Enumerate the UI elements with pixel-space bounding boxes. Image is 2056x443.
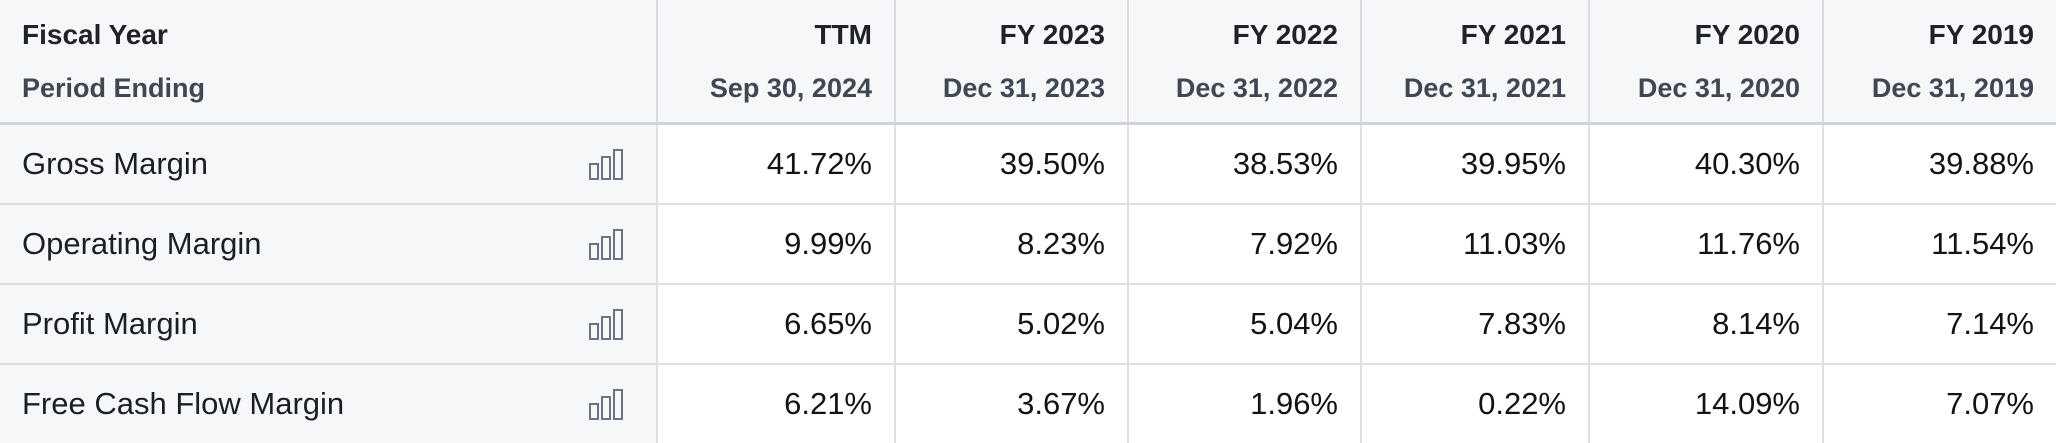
column-date: Dec 31, 2023: [942, 72, 1105, 103]
bar-chart-icon[interactable]: [588, 228, 624, 260]
value-cell: 1.96%: [1128, 364, 1362, 443]
table-row-profit-margin: Profit Margin 6.65% 5.02% 5.04% 7.83% 8.…: [0, 284, 2056, 365]
value-cell: 38.53%: [1128, 123, 1362, 205]
value-cell: 11.76%: [1589, 204, 1824, 285]
value-cell: 14.09%: [1589, 364, 1824, 443]
row-label: Profit Margin: [22, 306, 198, 341]
column-period: FY 2021: [1460, 18, 1566, 50]
column-header-fy2019: FY 2019 Dec 31, 2019: [1823, 0, 2056, 125]
bar-chart-icon[interactable]: [588, 308, 624, 340]
period-ending-label: Period Ending: [22, 72, 206, 103]
value-cell: 7.92%: [1128, 204, 1362, 285]
row-label: Free Cash Flow Margin: [22, 386, 345, 421]
value-cell: 6.65%: [657, 284, 896, 365]
column-date: Dec 31, 2019: [1871, 72, 2034, 103]
value-cell: 39.88%: [1823, 123, 2056, 205]
bar-chart-icon[interactable]: [588, 148, 624, 180]
column-date: Sep 30, 2024: [709, 72, 872, 103]
row-label-cell: Profit Margin: [0, 284, 658, 365]
value-cell: 8.23%: [895, 204, 1129, 285]
value-cell: 41.72%: [657, 123, 896, 205]
table-row-free-cash-flow-margin: Free Cash Flow Margin 6.21% 3.67% 1.96% …: [0, 364, 2056, 443]
value-cell: 6.21%: [657, 364, 896, 443]
column-period: FY 2019: [1928, 18, 2034, 50]
value-cell: 7.07%: [1946, 386, 2034, 421]
value-cell: 5.04%: [1128, 284, 1362, 365]
table-row-gross-margin: Gross Margin 41.72% 39.50% 38.53% 39.95%…: [0, 123, 2056, 205]
column-date: Dec 31, 2021: [1403, 72, 1566, 103]
header-label-cell: Fiscal Year Period Ending: [0, 0, 658, 125]
column-date: Dec 31, 2022: [1175, 72, 1338, 103]
value-cell: 9.99%: [657, 204, 896, 285]
row-label-cell: Free Cash Flow Margin: [0, 364, 658, 443]
column-header-fy2020: FY 2020 Dec 31, 2020: [1589, 0, 1824, 125]
column-header-fy2021: FY 2021 Dec 31, 2021: [1361, 0, 1590, 125]
row-label-cell: Operating Margin: [0, 204, 658, 285]
column-period: FY 2022: [1232, 18, 1338, 50]
value-cell: 5.02%: [895, 284, 1129, 365]
column-date: Dec 31, 2020: [1637, 72, 1800, 103]
header-row: Fiscal Year Period Ending TTM Sep 30, 20…: [0, 0, 2056, 125]
fiscal-year-label: Fiscal Year: [22, 18, 168, 50]
value-cell: 7.14%: [1823, 284, 2056, 365]
value-cell: 11.54%: [1823, 204, 2056, 285]
value-cell: 8.14%: [1589, 284, 1824, 365]
value-cell: 3.67%: [895, 364, 1129, 443]
bar-chart-icon[interactable]: [588, 388, 624, 420]
column-period: TTM: [814, 18, 872, 50]
column-period: FY 2023: [999, 18, 1105, 50]
value-cell: 40.30%: [1589, 123, 1824, 205]
value-cell: 0.22%: [1361, 364, 1590, 443]
row-label: Operating Margin: [22, 226, 262, 261]
value-cell: 11.03%: [1361, 204, 1590, 285]
row-label-cell: Gross Margin: [0, 123, 658, 205]
column-header-fy2023: FY 2023 Dec 31, 2023: [895, 0, 1129, 125]
table-row-operating-margin: Operating Margin 9.99% 8.23% 7.92% 11.03…: [0, 204, 2056, 285]
row-label: Gross Margin: [22, 146, 209, 181]
column-period: FY 2020: [1694, 18, 1800, 50]
value-cell: 39.95%: [1361, 123, 1590, 205]
value-cell: 39.50%: [895, 123, 1129, 205]
column-header-fy2022: FY 2022 Dec 31, 2022: [1128, 0, 1362, 125]
column-header-ttm: TTM Sep 30, 2024: [657, 0, 896, 125]
value-cell: 7.83%: [1361, 284, 1590, 365]
